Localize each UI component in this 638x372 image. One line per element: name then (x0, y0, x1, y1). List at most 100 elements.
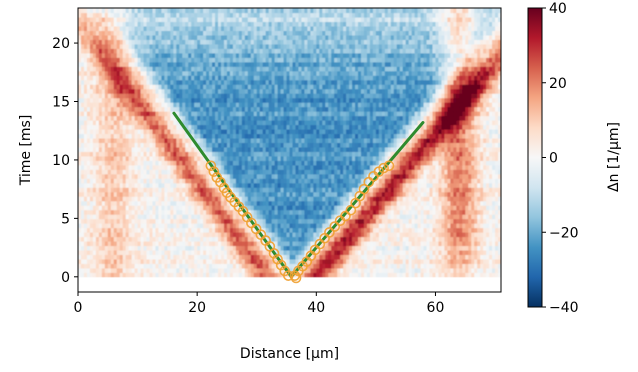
heatmap-cell (292, 263, 297, 269)
heatmap-cell (271, 267, 276, 273)
heatmap-cell (152, 133, 157, 139)
heatmap-cell (358, 218, 362, 224)
heatmap-cell (122, 245, 127, 251)
heatmap-cell (456, 205, 460, 211)
heatmap-cell (232, 249, 237, 256)
heatmap-cell (223, 223, 228, 229)
heatmap-cell (349, 178, 353, 184)
heatmap-cell (197, 160, 201, 166)
heatmap-cell (498, 254, 501, 260)
heatmap-cell (152, 155, 157, 161)
heatmap-cell (209, 124, 213, 130)
heatmap-cell (137, 191, 142, 197)
heatmap-cell (301, 124, 305, 130)
heatmap-cell (277, 272, 282, 278)
heatmap-cell (468, 249, 472, 256)
heatmap-cell (158, 133, 163, 139)
heatmap-cell (176, 263, 180, 269)
heatmap-cell (268, 209, 273, 215)
heatmap-cell (352, 142, 356, 148)
heatmap-cell (435, 223, 440, 229)
heatmap-cell (438, 187, 443, 193)
heatmap-cell (262, 214, 267, 220)
heatmap-cell (152, 146, 157, 152)
heatmap-cell (256, 191, 261, 197)
heatmap-cell (134, 249, 139, 256)
heatmap-cell (173, 178, 177, 184)
heatmap-cell (283, 133, 288, 139)
heatmap-cell (191, 218, 195, 224)
heatmap-cell (468, 223, 472, 229)
heatmap-cell (399, 258, 404, 264)
heatmap-cell (283, 173, 288, 179)
heatmap-cell (316, 223, 320, 229)
heatmap-cell (387, 155, 392, 161)
heatmap-cell (283, 137, 288, 144)
heatmap-cell (390, 214, 395, 220)
heatmap-cell (366, 169, 371, 175)
heatmap-cell (229, 227, 234, 233)
heatmap-cell (128, 196, 133, 202)
heatmap-cell (137, 169, 142, 175)
heatmap-cell (444, 164, 448, 170)
heatmap-cell (212, 133, 216, 139)
heatmap-cell (390, 223, 395, 229)
heatmap-cell (498, 209, 501, 215)
heatmap-cell (203, 187, 207, 193)
heatmap-cell (414, 178, 419, 184)
heatmap-cell (366, 245, 371, 251)
heatmap-cell (194, 187, 198, 193)
heatmap-cell (110, 205, 115, 211)
heatmap-cell (164, 272, 168, 278)
heatmap-cell (307, 124, 311, 130)
heatmap-cell (331, 254, 335, 260)
heatmap-cell (426, 232, 431, 238)
heatmap-cell (220, 272, 225, 278)
heatmap-cell (480, 218, 484, 224)
heatmap-cell (337, 120, 341, 126)
heatmap-cell (218, 155, 222, 161)
heatmap-cell (298, 227, 303, 233)
heatmap-cell (363, 133, 368, 139)
heatmap-cell (444, 240, 448, 247)
heatmap-cell (256, 209, 261, 215)
heatmap-cell (459, 142, 463, 148)
heatmap-cell (375, 267, 380, 273)
heatmap-cell (444, 267, 448, 273)
heatmap-cell (203, 196, 207, 202)
heatmap-cell (384, 200, 389, 206)
heatmap-cell (313, 258, 317, 264)
heatmap-cell (450, 120, 454, 126)
heatmap-cell (393, 142, 398, 148)
heatmap-cell (408, 120, 413, 126)
heatmap-cell (387, 124, 392, 130)
heatmap-cell (378, 191, 383, 197)
heatmap-cell (289, 196, 294, 202)
heatmap-cell (223, 245, 228, 251)
heatmap-cell (423, 223, 428, 229)
heatmap-cell (119, 173, 124, 179)
heatmap-cell (283, 258, 288, 264)
heatmap-cell (483, 164, 487, 170)
heatmap-cell (209, 240, 213, 247)
heatmap-cell (197, 155, 201, 161)
heatmap-cell (164, 245, 168, 251)
heatmap-cell (471, 267, 475, 273)
heatmap-cell (429, 164, 434, 170)
heatmap-cell (110, 115, 115, 121)
heatmap-cell (134, 209, 139, 215)
heatmap-cell (423, 267, 428, 273)
heatmap-cell (360, 160, 365, 166)
heatmap-cell (429, 191, 434, 197)
heatmap-cell (218, 245, 222, 251)
heatmap-cell (477, 249, 481, 256)
heatmap-cell (313, 151, 317, 157)
heatmap-cell (331, 120, 335, 126)
heatmap-cell (244, 133, 249, 139)
heatmap-cell (80, 173, 85, 179)
heatmap-cell (372, 124, 377, 130)
heatmap-cell (393, 146, 398, 152)
heatmap-cell (220, 218, 225, 224)
heatmap-cell (381, 128, 386, 135)
heatmap-cell (200, 272, 204, 278)
